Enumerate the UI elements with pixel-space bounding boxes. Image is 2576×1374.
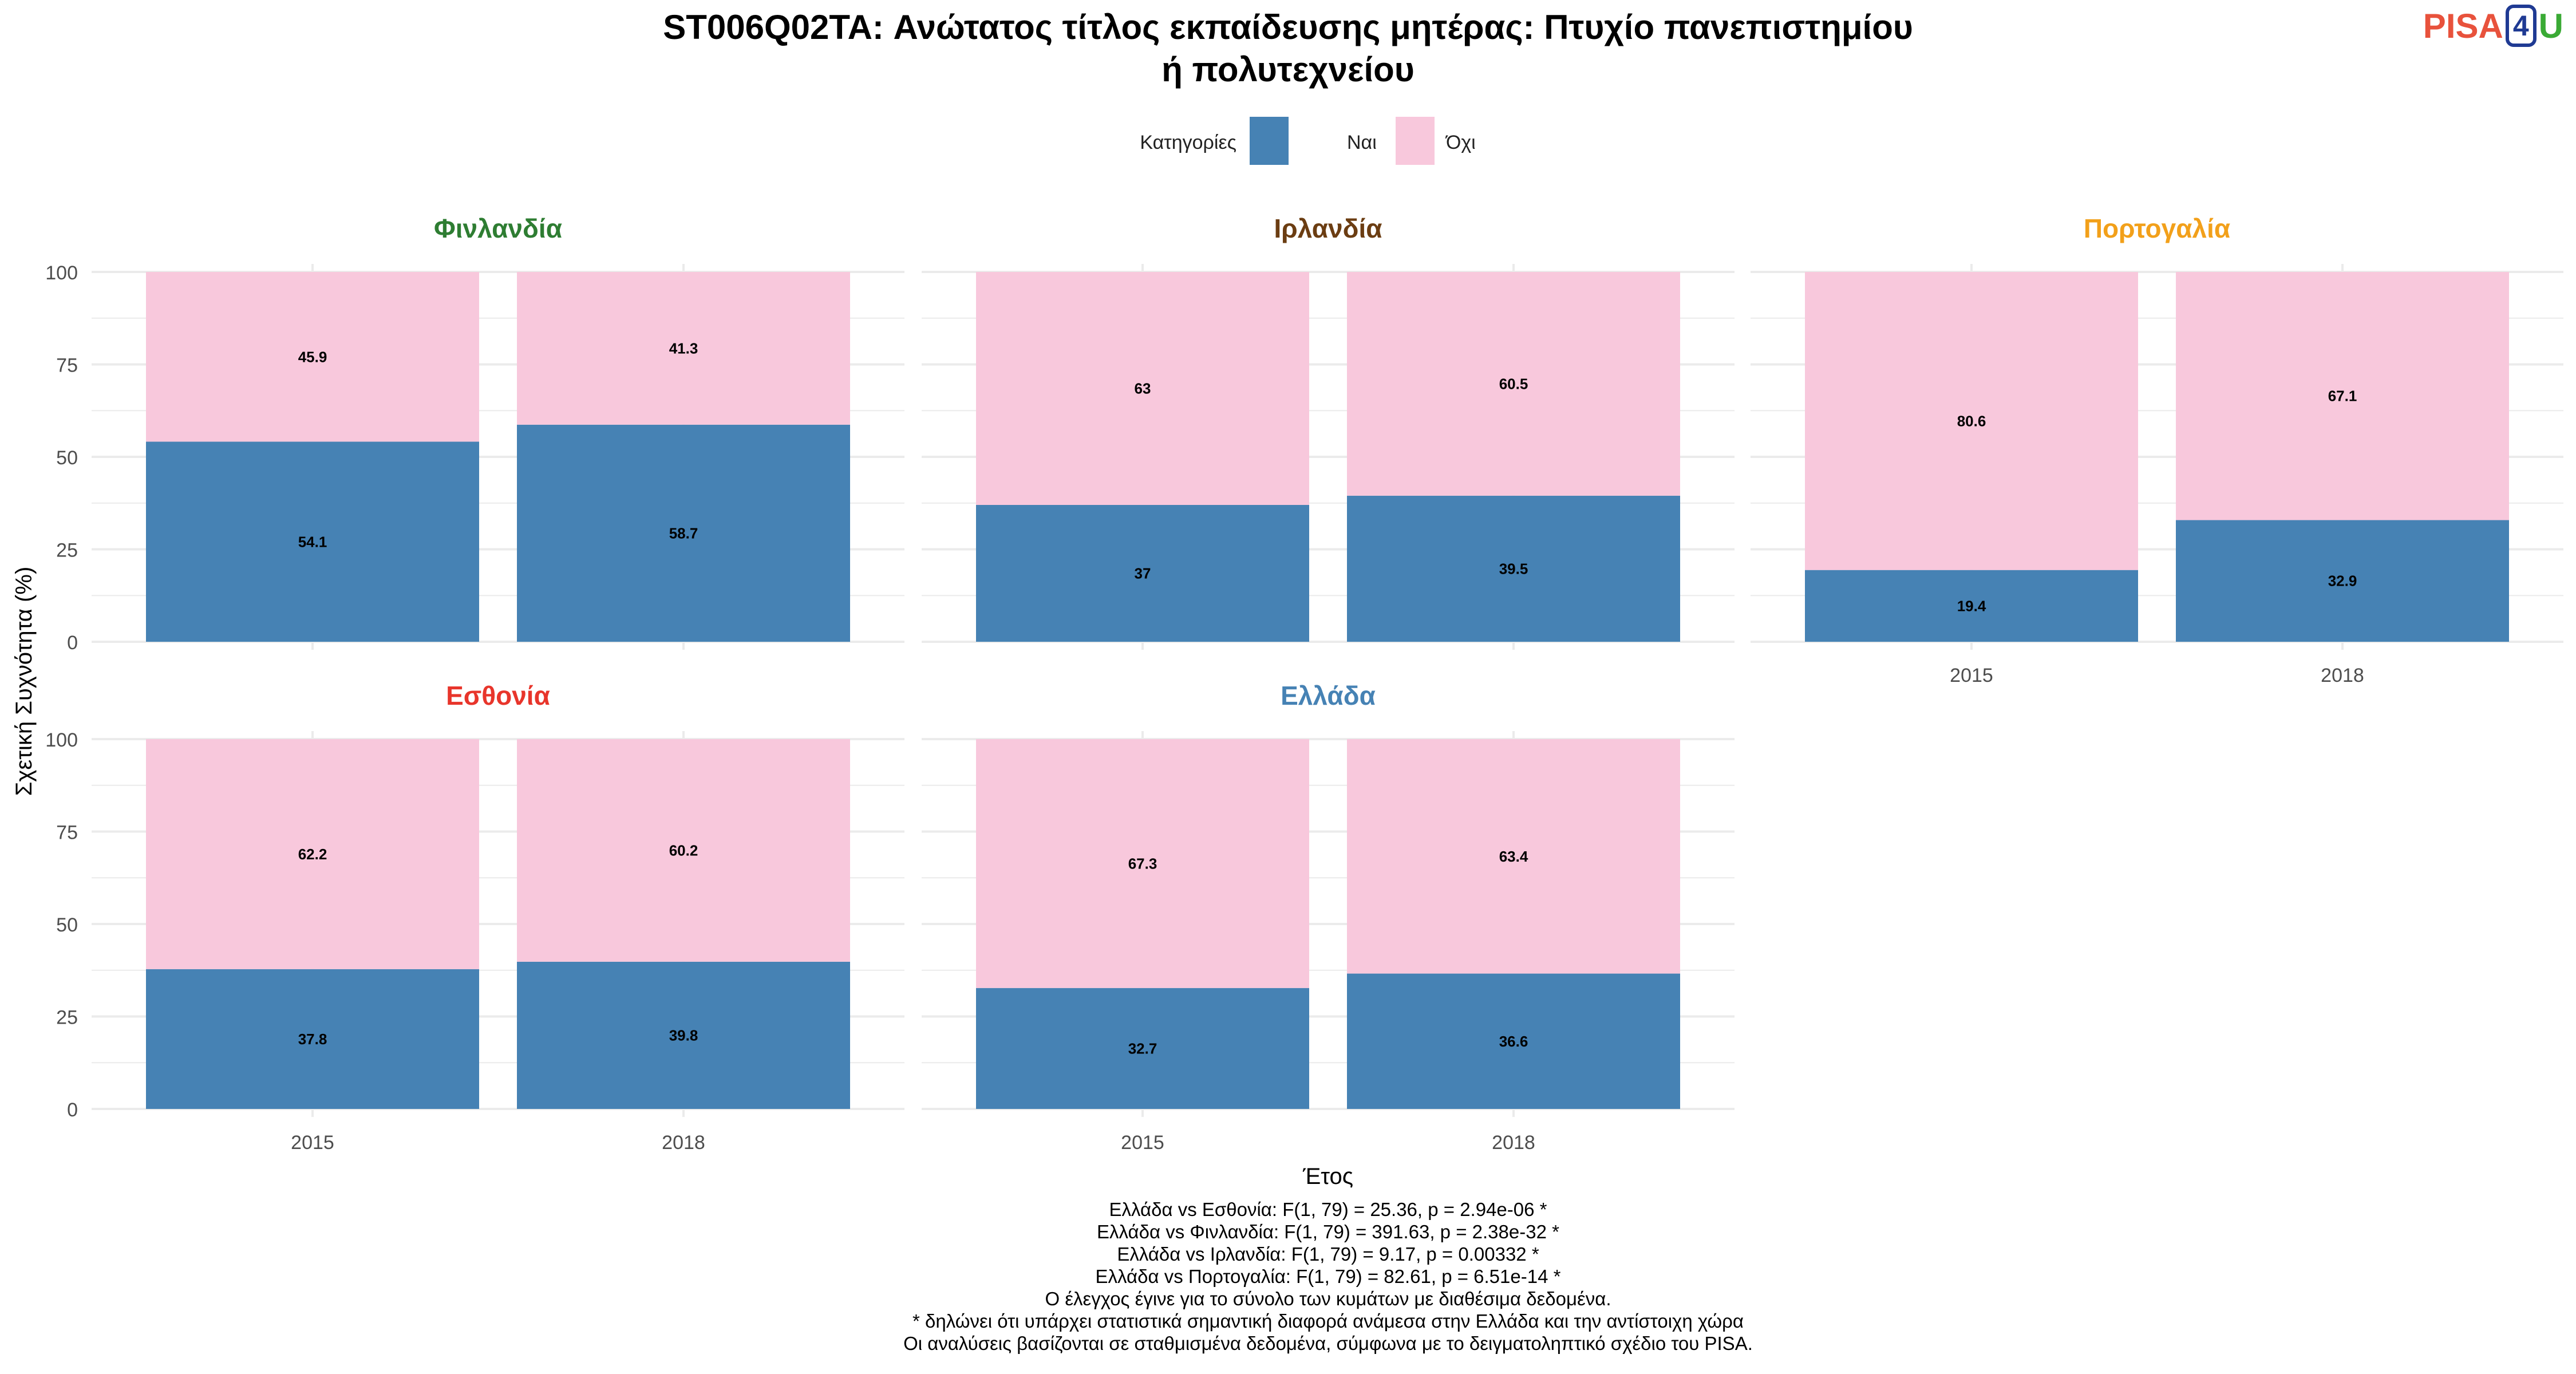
data-label-no: 67.1 xyxy=(2328,388,2357,405)
y-tick-label: 25 xyxy=(56,540,78,562)
data-label-yes: 58.7 xyxy=(669,524,698,542)
pisa4u-logo: PISA 4 U xyxy=(2423,5,2563,47)
bar-yes xyxy=(976,504,1309,642)
y-tick-label: 75 xyxy=(56,355,78,377)
legend-title: Κατηγορίες xyxy=(1140,132,1236,153)
panel-2: Ιρλανδία 37 63 39.5 60.5 xyxy=(922,214,1735,650)
footnote-line: Ελλάδα vs Φινλανδία: F(1, 79) = 391.63, … xyxy=(1097,1221,1559,1242)
y-tick-label: 0 xyxy=(67,1099,78,1121)
bar-yes xyxy=(976,988,1309,1109)
bar-no xyxy=(1347,739,1680,974)
legend-swatch-yes xyxy=(1250,117,1289,165)
bar-yes xyxy=(146,441,479,642)
y-tick-label: 100 xyxy=(45,262,78,284)
x-tick-label: 2015 xyxy=(1121,1132,1164,1154)
x-tick-label: 2018 xyxy=(1492,1132,1535,1154)
chart-panels: Φινλανδία 0 25 50 75 100 54.1 45.9 58.7 41.3 Ιρλαν… xyxy=(45,214,2563,1154)
panel-title: Φινλανδία xyxy=(434,214,562,243)
data-label-no: 67.3 xyxy=(1128,855,1157,872)
y-tick-label: 50 xyxy=(56,914,78,936)
data-label-yes: 36.6 xyxy=(1499,1033,1528,1050)
chart-title-line1: ST006Q02TA: Ανώτατος τίτλος εκπαίδευσης … xyxy=(663,8,1913,46)
data-label-no: 62.2 xyxy=(298,846,327,863)
bar-yes xyxy=(2176,520,2509,642)
bar-yes xyxy=(1805,570,2138,642)
footnote-line: Ελλάδα vs Εσθονία: F(1, 79) = 25.36, p =… xyxy=(1109,1199,1547,1220)
data-label-no: 41.3 xyxy=(669,339,698,357)
x-axis-label: Έτος xyxy=(1302,1164,1353,1189)
panel-title: Πορτογαλία xyxy=(2084,214,2230,243)
data-label-no: 60.5 xyxy=(1499,375,1528,392)
x-tick-label: 2018 xyxy=(662,1132,705,1154)
panel-1: Φινλανδία 0 25 50 75 100 54.1 45.9 58.7 41.3 xyxy=(45,214,904,654)
bar-no xyxy=(1347,272,1680,496)
footnote-line: Ελλάδα vs Πορτογαλία: F(1, 79) = 82.61, … xyxy=(1096,1266,1561,1287)
data-label-no: 80.6 xyxy=(1957,412,1986,429)
data-label-no: 63.4 xyxy=(1499,848,1528,865)
bar-no xyxy=(517,739,850,962)
data-label-no: 60.2 xyxy=(669,842,698,859)
footnote-line: Ο έλεγχος έγινε για το σύνολο των κυμάτω… xyxy=(1045,1288,1611,1309)
bar-no xyxy=(976,739,1309,988)
x-tick-label: 2015 xyxy=(291,1132,334,1154)
data-label-yes: 37.8 xyxy=(298,1030,327,1048)
y-axis-label: Σχετική Συχνότητα (%) xyxy=(11,567,37,796)
footnotes: Ελλάδα vs Εσθονία: F(1, 79) = 25.36, p =… xyxy=(903,1199,1753,1354)
data-label-yes: 39.5 xyxy=(1499,560,1528,577)
panel-3: Πορτογαλία 19.4 80.6 32.9 67.1 2015 2018 xyxy=(1751,214,2563,686)
y-tick-label: 100 xyxy=(45,729,78,751)
legend-swatch-no xyxy=(1396,117,1435,165)
footnote-line: Ελλάδα vs Ιρλανδία: F(1, 79) = 9.17, p =… xyxy=(1117,1243,1539,1265)
bar-yes xyxy=(517,424,850,642)
data-label-yes: 32.9 xyxy=(2328,572,2357,590)
bar-yes xyxy=(517,961,850,1109)
footnote-line: Οι αναλύσεις βασίζονται σε σταθμισμένα δ… xyxy=(903,1333,1753,1354)
panel-4: Εσθονία 0 25 50 75 100 37.8 62.2 39.8 60.2 2015 201… xyxy=(45,681,904,1154)
bar-yes xyxy=(1347,973,1680,1109)
bar-no xyxy=(1805,272,2138,570)
logo-text-pisa: PISA xyxy=(2423,6,2503,45)
data-label-yes: 54.1 xyxy=(298,533,327,550)
panel-title: Ελλάδα xyxy=(1281,681,1376,710)
y-tick-label: 0 xyxy=(67,632,78,654)
legend: Κατηγορίες Ναι Όχι xyxy=(1140,117,1476,165)
chart-title-line2: ή πολυτεχνείου xyxy=(1161,50,1415,89)
logo-text-4: 4 xyxy=(2505,5,2537,47)
bar-no xyxy=(146,739,479,969)
data-label-yes: 37 xyxy=(1135,564,1151,582)
x-tick-label: 2018 xyxy=(2321,665,2364,686)
legend-label-yes: Ναι xyxy=(1347,132,1377,153)
data-label-no: 45.9 xyxy=(298,348,327,365)
bar-yes xyxy=(146,969,479,1109)
panel-5: Ελλάδα 32.7 67.3 36.6 63.4 2015 2018 xyxy=(922,681,1735,1154)
data-label-yes: 39.8 xyxy=(669,1026,698,1044)
x-tick-label: 2015 xyxy=(1950,665,1993,686)
bar-no xyxy=(517,272,850,425)
bar-no xyxy=(976,272,1309,505)
legend-label-no: Όχι xyxy=(1445,132,1476,153)
bar-yes xyxy=(1347,495,1680,642)
bar-no xyxy=(2176,272,2509,520)
footnote-line: * δηλώνει ότι υπάρχει στατιστικά σημαντι… xyxy=(912,1310,1744,1332)
y-tick-label: 75 xyxy=(56,822,78,844)
panel-title: Ιρλανδία xyxy=(1274,214,1382,243)
panel-title: Εσθονία xyxy=(446,681,550,710)
data-label-yes: 19.4 xyxy=(1957,597,1986,614)
y-tick-label: 50 xyxy=(56,447,78,469)
y-tick-label: 25 xyxy=(56,1007,78,1029)
data-label-no: 63 xyxy=(1135,380,1151,397)
logo-text-u: U xyxy=(2538,6,2563,45)
bar-no xyxy=(146,272,479,442)
data-label-yes: 32.7 xyxy=(1128,1040,1157,1057)
